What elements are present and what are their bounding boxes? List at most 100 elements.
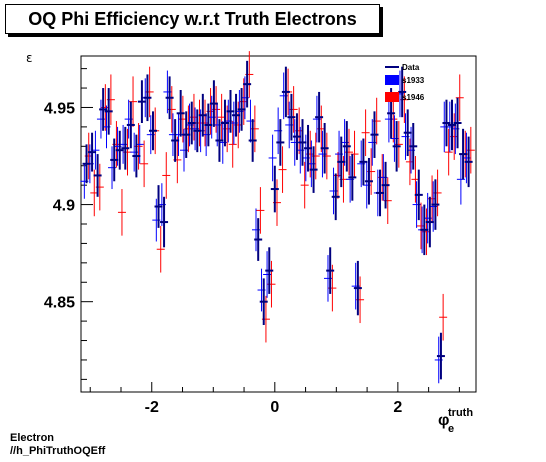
y-tick-label: 4.95 — [44, 100, 75, 117]
x-tick-label: 0 — [270, 399, 279, 416]
footer-line-1: Electron — [10, 432, 55, 444]
data-point — [436, 332, 445, 380]
data-point — [431, 179, 440, 230]
footer-line-2: //h_PhiTruthOQEff — [10, 445, 106, 457]
data-point — [209, 80, 218, 127]
data-point — [243, 60, 252, 108]
data-point — [237, 88, 246, 131]
data-point — [156, 225, 165, 273]
data-point — [398, 66, 407, 118]
data-point — [392, 121, 401, 172]
data-point — [442, 99, 451, 147]
data-point — [104, 88, 113, 135]
x-axis-label-main: φ — [438, 412, 449, 429]
data-point — [331, 173, 340, 221]
data-point — [364, 157, 373, 205]
data-point — [198, 93, 207, 137]
data-point — [281, 66, 290, 118]
data-point — [220, 99, 229, 147]
data-point — [265, 247, 274, 294]
data-point — [232, 93, 241, 137]
data-point — [409, 123, 418, 170]
data-point — [376, 169, 385, 217]
legend-swatch-s1933 — [385, 75, 399, 85]
data-point — [259, 278, 268, 325]
data-point — [126, 101, 135, 149]
x-axis-label: φ e truth — [438, 407, 473, 435]
data-point — [287, 93, 296, 141]
data-point — [414, 169, 423, 221]
data-point — [160, 196, 169, 248]
data-point — [182, 111, 191, 158]
legend-swatch-s1946 — [385, 92, 399, 102]
x-axis-label-sub: e — [448, 423, 454, 435]
x-tick-label: 2 — [393, 399, 402, 416]
data-point — [420, 204, 429, 256]
y-tick-label: 4.85 — [44, 295, 75, 312]
legend-label: s1933 — [402, 76, 425, 85]
data-point — [453, 97, 462, 149]
data-point — [228, 121, 237, 168]
series-s1933 — [80, 70, 471, 384]
data-point — [99, 88, 108, 131]
data-point — [82, 144, 91, 184]
x-tick-label: -2 — [145, 399, 159, 416]
data-point — [256, 187, 265, 234]
data-point — [110, 138, 119, 182]
data-point — [298, 119, 307, 166]
data-point — [204, 103, 213, 147]
data-point — [309, 146, 318, 193]
data-point — [215, 119, 224, 162]
legend-label: Data — [402, 63, 420, 72]
data-point — [278, 146, 287, 193]
data-point — [254, 218, 263, 261]
data-point — [439, 293, 448, 341]
data-point — [88, 132, 97, 172]
data-point — [353, 260, 362, 316]
y-tick-label: 4.9 — [53, 198, 75, 215]
data-point — [226, 89, 235, 133]
data-point — [459, 128, 468, 180]
data-point — [300, 161, 309, 209]
data-point — [425, 196, 434, 248]
data-point — [292, 113, 301, 160]
series-layer — [80, 51, 475, 384]
data-point — [315, 91, 324, 143]
data-point — [132, 134, 141, 178]
data-point — [176, 89, 185, 137]
data-point — [448, 99, 457, 151]
data-point — [381, 161, 390, 209]
data-point — [93, 154, 102, 197]
data-point — [154, 185, 163, 228]
data-point — [140, 140, 149, 188]
x-axis-label-sup: truth — [448, 407, 473, 419]
y-axis-label: ε — [26, 51, 33, 65]
legend: Data s1933 s1946 — [385, 63, 425, 102]
data-point — [444, 128, 453, 176]
data-point — [342, 121, 351, 172]
data-point — [115, 130, 124, 170]
chart-title: OQ Phi Efficiency w.r.t Truth Electrons — [5, 4, 380, 34]
data-point — [121, 126, 130, 170]
data-point — [248, 119, 257, 162]
data-point — [148, 111, 157, 151]
data-point — [403, 109, 412, 157]
data-point — [326, 247, 335, 294]
data-point — [359, 138, 368, 186]
data-point — [171, 119, 180, 162]
x-axis: -2 0 2 — [89, 382, 460, 416]
data-point — [165, 76, 174, 120]
data-point — [370, 111, 379, 158]
series-data — [82, 60, 473, 380]
data-point — [464, 136, 473, 188]
data-point — [268, 134, 277, 182]
data-point — [320, 123, 329, 174]
data-point — [143, 74, 152, 122]
data-point — [162, 152, 171, 199]
data-point — [187, 101, 196, 145]
data-point — [117, 189, 126, 236]
legend-label: s1946 — [402, 93, 425, 102]
data-point — [270, 165, 279, 213]
data-point — [276, 119, 285, 166]
